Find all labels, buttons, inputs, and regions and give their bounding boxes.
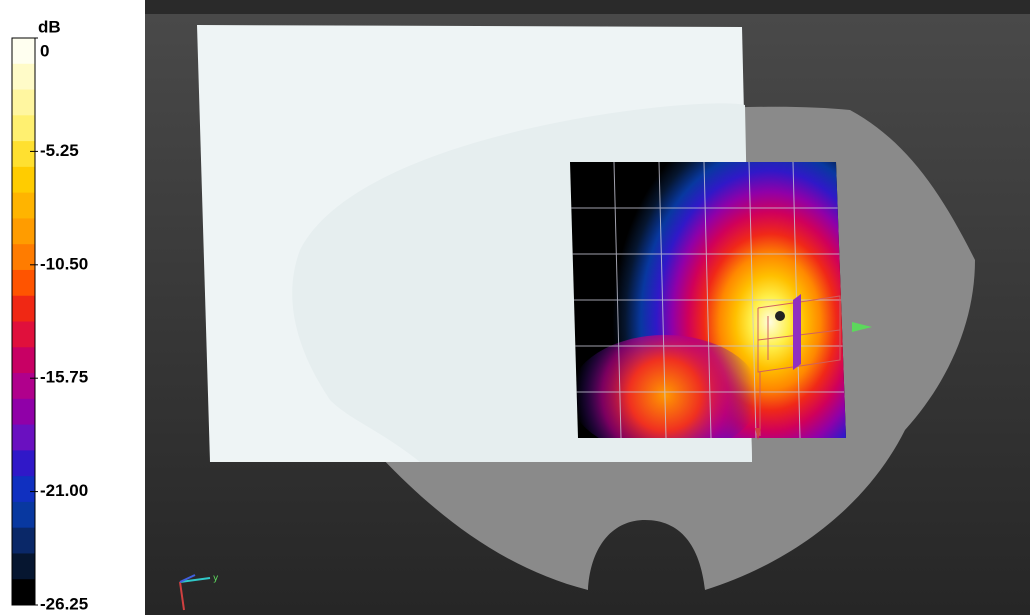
colorbar-band (12, 244, 35, 271)
colorbar-band (12, 553, 35, 580)
colorbar-band (12, 373, 35, 400)
tick-label: -15.75 (40, 368, 88, 387)
legend-unit: dB (38, 17, 61, 36)
colorbar-band (12, 347, 35, 374)
colorbar-band (12, 321, 35, 348)
colorbar-band (12, 89, 35, 116)
colorbar-frame (11, 37, 36, 606)
colorbar (12, 38, 35, 606)
colorbar-band (12, 192, 35, 219)
direction-arrow (852, 322, 872, 332)
colorbar-band (12, 218, 35, 245)
tick-label: 0 (40, 41, 49, 60)
colorbar-band (12, 269, 35, 297)
feed-point (775, 311, 785, 321)
tick-label: -5.25 (40, 141, 79, 160)
colorbar-band (12, 527, 35, 554)
tick-label: -26.25 (40, 594, 88, 613)
colorbar-band (12, 501, 35, 529)
axis-label: y (213, 574, 219, 584)
tick-label: -21.00 (40, 481, 88, 500)
colorbar-band (12, 166, 35, 194)
colorbar-band (12, 295, 35, 322)
antenna (793, 294, 801, 370)
colorbar-band (12, 63, 35, 91)
colorbar-band (12, 115, 35, 142)
marker (755, 428, 761, 440)
colorbar-band (12, 141, 35, 168)
colorbar-band (12, 38, 35, 65)
colorbar-band (12, 476, 35, 503)
tick-label: -10.50 (40, 254, 88, 273)
colorbar-band (12, 450, 35, 477)
colorbar-band (12, 424, 35, 451)
viewport-border (145, 0, 1030, 14)
axis-gizmo: y (179, 574, 219, 611)
legend-ticks: 0 -5.25 -10.50 -15.75 -21.00 -26.25 (30, 37, 88, 613)
colorbar-band (12, 398, 35, 426)
colorbar-band (12, 579, 35, 606)
